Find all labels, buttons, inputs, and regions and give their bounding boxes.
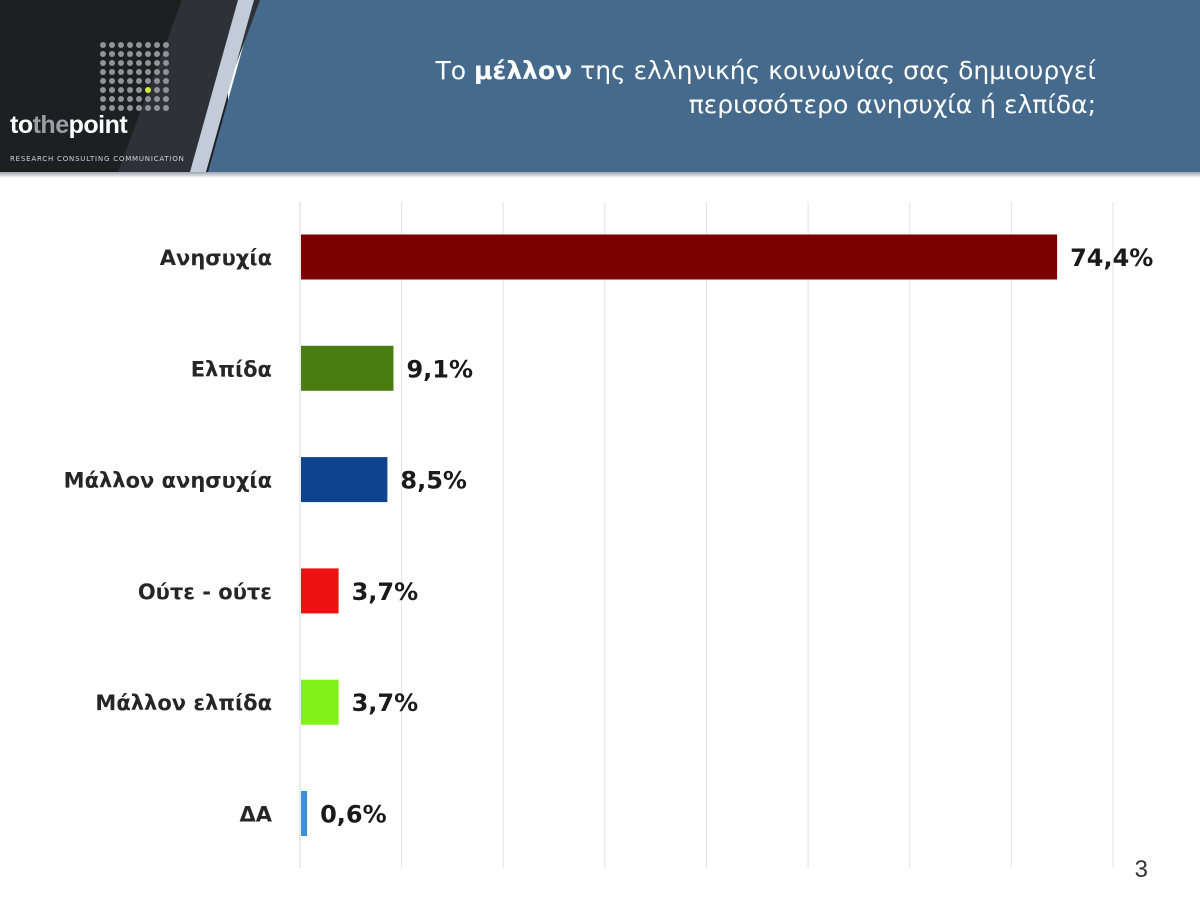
logo-dot	[154, 78, 160, 84]
logo-dot	[127, 60, 133, 66]
logo-dot	[109, 69, 115, 75]
logo-dot	[127, 96, 133, 102]
logo-dot	[145, 87, 151, 93]
logo-dot	[154, 42, 160, 48]
logo-dot	[109, 96, 115, 102]
logo-dot	[100, 78, 106, 84]
logo-dot	[100, 96, 106, 102]
logo-dot	[136, 105, 142, 111]
page-number: 3	[1134, 856, 1148, 883]
logo-dot	[127, 105, 133, 111]
logo-dot	[100, 60, 106, 66]
logo-dot	[145, 78, 151, 84]
logo-dot	[127, 78, 133, 84]
logo-dot	[163, 96, 169, 102]
logo-tagline: RESEARCH CONSULTING COMMUNICATION	[10, 155, 185, 163]
logo-dot	[109, 42, 115, 48]
logo-dot	[163, 69, 169, 75]
logo-dot	[154, 51, 160, 57]
title-emphasis: μέλλον	[474, 56, 573, 85]
logo-dot	[154, 60, 160, 66]
logo-dot	[145, 51, 151, 57]
bar	[301, 568, 339, 614]
logo-dot	[145, 105, 151, 111]
bar	[301, 679, 339, 725]
logo-dot	[127, 69, 133, 75]
logo-dot	[127, 87, 133, 93]
logo-dot	[154, 87, 160, 93]
logo-dot	[118, 78, 124, 84]
logo-dot	[118, 60, 124, 66]
logo-dot-grid-icon	[100, 42, 172, 114]
logo-dot	[100, 51, 106, 57]
logo-dot	[145, 42, 151, 48]
logo-dot	[163, 105, 169, 111]
logo-dot	[145, 69, 151, 75]
header-shadow	[0, 172, 1200, 178]
data-label: 3,7%	[352, 578, 419, 606]
logo-dot	[127, 51, 133, 57]
logo-dot	[154, 105, 160, 111]
logo-dot	[100, 42, 106, 48]
logo-dot	[118, 42, 124, 48]
category-label: Μάλλον ανησυχία	[64, 469, 272, 493]
logo-wordmark: tothepoint	[10, 111, 128, 139]
logo-dot	[118, 96, 124, 102]
logo-dot	[127, 42, 133, 48]
logo-dot	[109, 105, 115, 111]
category-label: Μάλλον ελπίδα	[95, 691, 272, 715]
logo-dot	[163, 87, 169, 93]
logo-dot	[145, 60, 151, 66]
logo-dot	[100, 105, 106, 111]
bar	[301, 791, 308, 836]
data-label: 0,6%	[320, 801, 387, 829]
logo-dot	[100, 87, 106, 93]
data-label: 74,4%	[1070, 244, 1153, 272]
logo-dot	[136, 96, 142, 102]
category-label: Ούτε - ούτε	[138, 580, 272, 604]
logo-dot	[154, 69, 160, 75]
logo-dot	[118, 105, 124, 111]
logo-dot	[145, 96, 151, 102]
logo-dot	[136, 51, 142, 57]
data-label: 3,7%	[352, 689, 419, 717]
data-label: 9,1%	[406, 355, 473, 383]
logo-dot	[109, 51, 115, 57]
category-label: Ελπίδα	[191, 357, 272, 381]
bar	[301, 457, 388, 503]
logo-dot	[100, 69, 106, 75]
logo-dot	[136, 87, 142, 93]
logo-dot	[109, 87, 115, 93]
data-label: 8,5%	[400, 467, 467, 495]
logo-dot	[136, 60, 142, 66]
logo-dot	[154, 96, 160, 102]
logo-dot	[109, 78, 115, 84]
category-label: Ανησυχία	[160, 246, 272, 270]
logo-dot	[136, 69, 142, 75]
category-label: ΔΑ	[239, 803, 272, 827]
header-band	[208, 0, 1200, 172]
logo-dot	[118, 87, 124, 93]
logo-dot	[109, 60, 115, 66]
bar	[301, 234, 1058, 280]
logo-dot	[163, 60, 169, 66]
logo-dot	[136, 78, 142, 84]
logo-dot	[118, 69, 124, 75]
logo-dot	[118, 51, 124, 57]
logo-dot	[163, 78, 169, 84]
logo-dot	[163, 42, 169, 48]
logo-dot	[136, 42, 142, 48]
page-title: Το μέλλον της ελληνικής κοινωνίας σας δη…	[435, 56, 1096, 119]
logo-dot	[163, 51, 169, 57]
bar	[301, 345, 394, 391]
